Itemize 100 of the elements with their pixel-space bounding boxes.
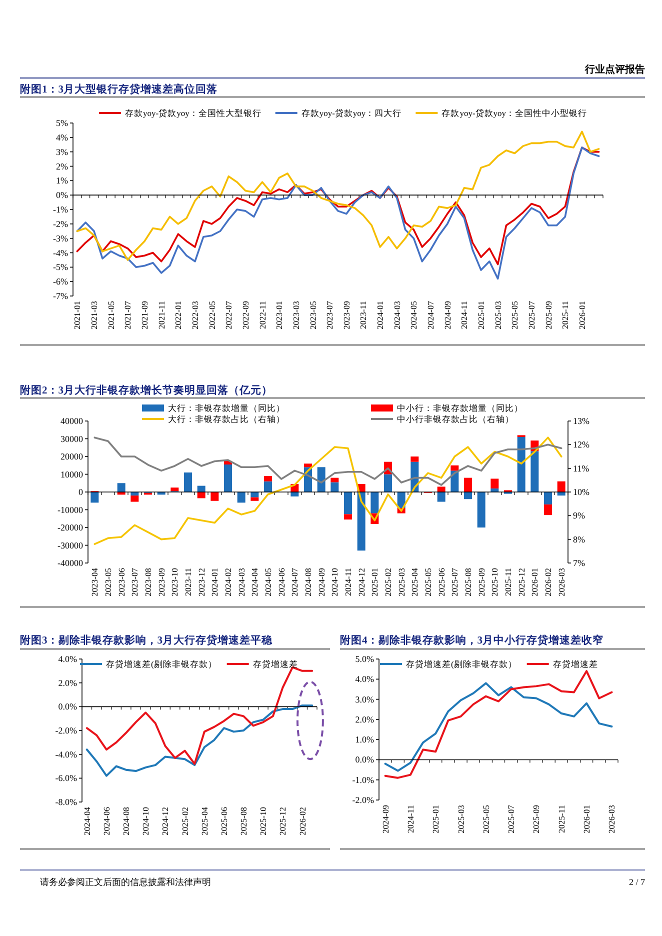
y-tick-label: -10000 xyxy=(58,504,84,515)
x-tick-label: 2022-09 xyxy=(240,301,250,330)
x-tick-label: 2021-11 xyxy=(156,301,166,330)
chart-title: 附图4：剔除非银存款影响，3月中小行存贷增速差收窄 xyxy=(340,634,604,646)
x-tick-label: 2025-09 xyxy=(531,805,542,834)
y-tick-label: 4.0% xyxy=(355,674,374,684)
x-tick-label: 2025-07 xyxy=(506,805,516,834)
y2-tick-label: 10% xyxy=(573,487,590,497)
y-tick-label: 5.0% xyxy=(355,654,374,664)
x-tick-label: 2025-01 xyxy=(370,568,380,596)
x-tick-label: 2025-08 xyxy=(238,807,249,836)
x-tick-label: 2024-05 xyxy=(263,568,273,596)
x-tick-label: 2025-09 xyxy=(476,568,486,596)
y-tick-label: 1.0% xyxy=(355,734,374,745)
x-tick-label: 2025-05 xyxy=(510,301,520,330)
x-tick-label: 2026-02 xyxy=(297,807,308,836)
x-tick-label: 2025-01 xyxy=(430,805,441,834)
x-tick-label: 2022-07 xyxy=(224,301,234,330)
x-tick-label: 2025-12 xyxy=(278,807,288,836)
x-tick-label: 2024-04 xyxy=(250,567,260,596)
y-tick-label: -4.0% xyxy=(55,749,78,760)
legend-label: 大行：非银存款占比（右轴） xyxy=(168,414,285,424)
y-tick-label: -2.0% xyxy=(352,795,374,805)
x-tick-label: 2021-01 xyxy=(72,301,82,330)
legend-label: 存款yoy-贷款yoy：全国性大型银行 xyxy=(125,108,262,118)
y-tick-label: -1% xyxy=(53,204,68,214)
text: 2 / 7 xyxy=(628,877,646,887)
x-tick-label: 2022-05 xyxy=(206,301,217,330)
legend-label: 大行：非银存款增量（同比） xyxy=(168,403,285,413)
y-tick-label: -6% xyxy=(53,276,68,287)
y2-tick-label: 8% xyxy=(573,534,586,544)
x-tick-label: 2026-03 xyxy=(556,568,566,596)
x-tick-label: 2023-04 xyxy=(90,567,100,596)
x-tick-label: 2024-06 xyxy=(276,568,286,596)
x-tick-label: 2024-12 xyxy=(356,568,366,596)
x-tick-label: 2023-06 xyxy=(116,568,126,596)
legend-label: 中小行非银存款占比（右轴） xyxy=(397,414,514,424)
x-tick-label: 2024-07 xyxy=(290,568,300,596)
x-tick-label: 2025-11 xyxy=(556,805,566,834)
x-tick-label: 2025-07 xyxy=(450,568,460,596)
y-tick-label: -40000 xyxy=(58,558,84,568)
x-tick-label: 2022-03 xyxy=(190,301,200,330)
y-tick-label: -2% xyxy=(53,218,68,229)
x-tick-label: 2025-05 xyxy=(480,805,491,834)
chart-title: 附图1：3月大型银行存贷增速差高位回落 xyxy=(20,82,218,96)
x-tick-label: 2024-08 xyxy=(121,807,132,836)
x-tick-label: 2025-07 xyxy=(526,301,536,330)
x-tick-label: 2025-10 xyxy=(490,568,500,596)
y-tick-label: -3% xyxy=(53,233,68,244)
x-tick-label: 2025-06 xyxy=(436,568,446,596)
x-tick-label: 2023-05 xyxy=(103,568,113,596)
legend-label: 存款yoy-贷款yoy：全国性中小型银行 xyxy=(442,108,588,118)
x-tick-label: 2026-01 xyxy=(530,568,540,596)
y2-tick-label: 13% xyxy=(573,416,590,426)
x-tick-label: 2026-01 xyxy=(576,301,587,330)
x-tick-label: 2025-02 xyxy=(383,568,393,596)
y-tick-label: 4% xyxy=(56,132,68,142)
chart-title: 附图2：3月大行非银存款增长节奏明显回落（亿元） xyxy=(20,384,272,396)
y-tick-label: -30000 xyxy=(58,540,84,550)
legend-label: 存贷增速差(剔除非银存款） xyxy=(406,659,517,669)
x-tick-label: 2025-11 xyxy=(560,301,570,330)
x-tick-label: 2025-01 xyxy=(476,301,486,330)
x-tick-label: 2023-11 xyxy=(358,301,368,330)
x-tick-label: 2024-06 xyxy=(101,807,112,836)
x-tick-label: 2025-03 xyxy=(456,805,466,834)
y-tick-label: 1% xyxy=(56,176,68,186)
x-tick-label: 2024-08 xyxy=(303,568,313,596)
y-tick-label: 0 xyxy=(78,487,84,497)
x-tick-label: 2023-10 xyxy=(170,568,180,596)
y-tick-label: -5% xyxy=(53,262,68,272)
x-tick-label: 2026-01 xyxy=(582,805,592,834)
x-tick-label: 2025-09 xyxy=(543,301,554,330)
x-tick-label: 2023-12 xyxy=(196,568,206,596)
y-tick-label: 0.0% xyxy=(58,702,78,712)
y-tick-label: 4.0% xyxy=(58,654,78,664)
x-tick-label: 2021-03 xyxy=(89,301,100,330)
x-tick-label: 2023-09 xyxy=(156,568,166,596)
x-tick-label: 2024-02 xyxy=(223,568,233,596)
x-tick-label: 2025-04 xyxy=(199,806,210,836)
x-tick-label: 2024-10 xyxy=(330,568,340,596)
legend-label: 存贷增速差 xyxy=(252,659,298,669)
legend-label: 中小行：非银存款增量（同比） xyxy=(397,403,523,413)
x-tick-label: 2024-05 xyxy=(408,301,419,330)
x-tick-label: 2024-07 xyxy=(426,301,436,330)
x-tick-label: 2023-08 xyxy=(143,568,153,596)
x-tick-label: 2025-08 xyxy=(463,568,473,596)
y-tick-label: 5% xyxy=(56,118,68,128)
x-tick-label: 2024-09 xyxy=(316,568,326,596)
x-tick-label: 2021-05 xyxy=(106,301,116,330)
y-tick-label: 30000 xyxy=(60,434,84,444)
y2-tick-label: 12% xyxy=(573,440,590,450)
x-tick-label: 2023-07 xyxy=(324,301,335,330)
y2-tick-label: 7% xyxy=(573,558,586,568)
x-tick-label: 2022-01 xyxy=(173,301,184,330)
x-tick-label: 2023-03 xyxy=(290,301,301,330)
text: 请务必参阅正文后面的信息披露和法律声明 xyxy=(40,877,211,887)
legend-label: 存款yoy-贷款yoy：四大行 xyxy=(301,108,402,118)
y-tick-label: 3.0% xyxy=(355,694,374,704)
x-tick-label: 2025-10 xyxy=(258,807,268,836)
x-tick-label: 2024-09 xyxy=(442,301,452,330)
